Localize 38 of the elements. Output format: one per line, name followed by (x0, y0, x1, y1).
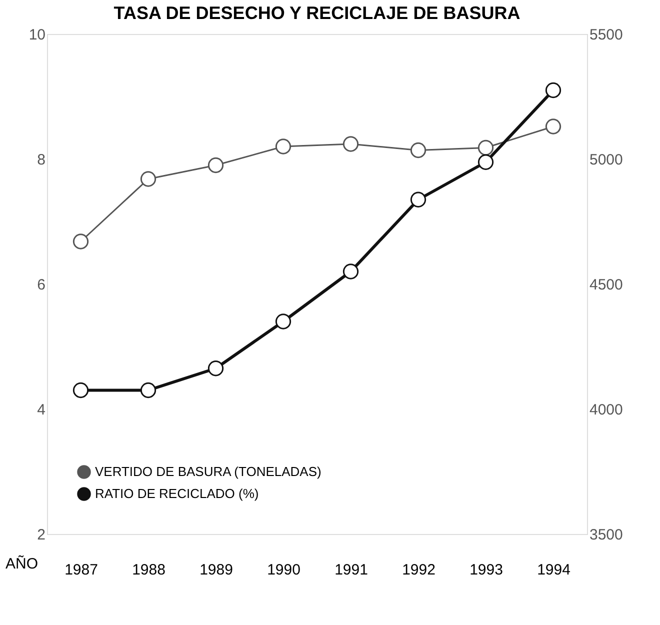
chart-title: TASA DE DESECHO Y RECICLAJE DE BASURA (114, 3, 520, 23)
x-tick-label: 1988 (132, 562, 166, 578)
x-tick-label: 1992 (402, 562, 436, 578)
point (342, 264, 359, 280)
point (208, 157, 224, 174)
point (410, 142, 426, 158)
x-tick-label: 1991 (334, 562, 368, 578)
point (478, 154, 494, 170)
point (140, 171, 156, 187)
point (410, 192, 426, 208)
point (545, 118, 562, 134)
point (478, 140, 494, 156)
x-tick-label: 1989 (200, 562, 233, 578)
x-tick-label: 1994 (537, 562, 570, 578)
point (275, 138, 292, 154)
y2-tick-label: 5500 (590, 26, 623, 44)
point (342, 136, 359, 152)
y-tick-label: 10 (28, 26, 46, 44)
y-tick-label: 6 (37, 276, 46, 294)
x-tick-label: 1987 (64, 562, 98, 578)
x-axis-title: AÑO (6, 554, 38, 572)
legend-label: RATIO DE RECICLADO (%) (95, 486, 259, 501)
point (140, 382, 156, 398)
point (275, 314, 292, 330)
y2-tick-label: 3500 (590, 526, 623, 544)
y2-tick-label: 5000 (590, 152, 623, 168)
y2-tick-label: 4000 (590, 402, 623, 418)
point (72, 234, 89, 250)
y2-tick-label: 4500 (590, 276, 623, 294)
x-tick-label: 1993 (470, 562, 503, 578)
x-tick-label: 1990 (267, 562, 300, 578)
point (208, 360, 224, 376)
point (72, 382, 89, 398)
y-tick-label: 4 (37, 402, 46, 418)
y-tick-label: 2 (37, 526, 46, 544)
y-tick-label: 8 (37, 152, 46, 168)
point (545, 82, 562, 98)
legend-label: VERTIDO DE BASURA (TONELADAS) (95, 464, 322, 479)
